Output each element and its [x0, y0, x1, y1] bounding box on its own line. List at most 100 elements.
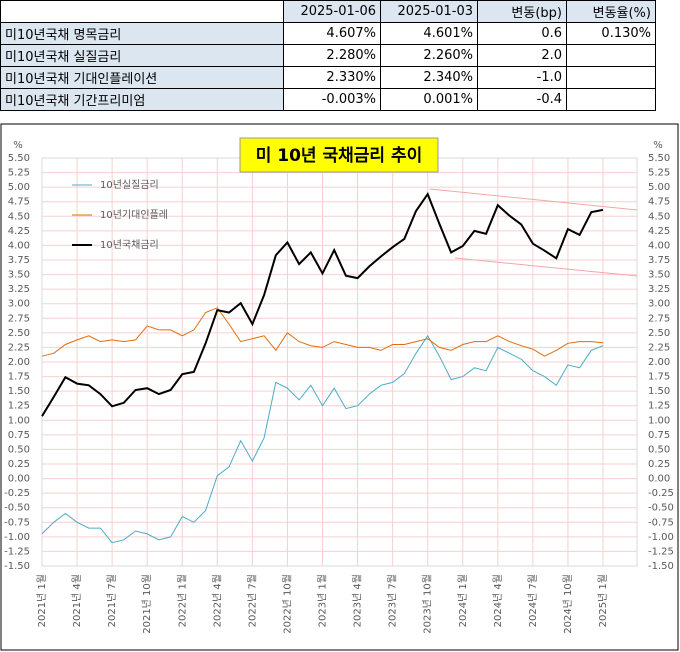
- legend-label: 10년기대인플레: [100, 209, 168, 221]
- y-tick-label: 4.50: [8, 211, 30, 222]
- y-tick-label: -0.50: [4, 503, 30, 514]
- y2-tick-label: 3.25: [648, 284, 670, 295]
- x-tick-label: 2023년 1월: [317, 574, 329, 627]
- table-row: 미10년국채 기간프리미엄 -0.003% 0.001% -0.4: [0, 88, 656, 111]
- y2-tick-label: 2.25: [648, 342, 670, 353]
- y-tick-label: 1.25: [8, 401, 30, 412]
- cell: 미10년국채 기대인플레이션: [0, 66, 284, 89]
- y2-tick-label: 3.00: [648, 299, 670, 310]
- y-tick-label: 5.50: [8, 153, 30, 164]
- cell: -0.003%: [283, 88, 381, 111]
- y2-tick-label: -1.25: [648, 546, 674, 557]
- y-tick-label: 5.00: [8, 182, 30, 193]
- y-tick-label: 0.00: [8, 474, 30, 485]
- y-tick-label: 4.75: [8, 197, 30, 208]
- chart-frame: [0, 123, 679, 651]
- x-tick-label: 2024년 10월: [562, 574, 574, 634]
- table-row: 2025-01-06 2025-01-03 변동(bp) 변동율(%): [0, 0, 656, 23]
- header-cell: 변동(bp): [477, 0, 567, 23]
- y-tick-label: 2.50: [8, 328, 30, 339]
- x-tick-label: 2021년 10월: [141, 574, 153, 634]
- y2-tick-label: 3.75: [648, 255, 670, 266]
- x-tick-label: 2021년 7월: [106, 574, 118, 627]
- y-tick-label: -0.75: [4, 517, 30, 528]
- x-tick-label: 2022년 10월: [281, 574, 293, 634]
- trend-channel: [454, 257, 638, 277]
- cell: 0.001%: [380, 88, 478, 111]
- y2-tick-label: 1.25: [648, 401, 670, 412]
- rate-table: 2025-01-06 2025-01-03 변동(bp) 변동율(%) 미10년국채 명…: [0, 0, 656, 111]
- y-tick-label: -0.25: [4, 488, 30, 499]
- y-tick-label: 0.50: [8, 444, 30, 455]
- x-tick-label: 2025년 1월: [597, 574, 609, 627]
- table-row: 미10년국채 명목금리 4.607% 4.601% 0.6 0.130%: [0, 22, 656, 45]
- y-tick-label: 4.25: [8, 226, 30, 237]
- series-line: [41, 307, 604, 357]
- x-tick-label: 2024년 7월: [527, 574, 539, 627]
- y2-tick-label: 4.75: [648, 197, 670, 208]
- y2-tick-label: 5.50: [648, 153, 670, 164]
- y-tick-label: 2.00: [8, 357, 30, 368]
- y-tick-label: -1.50: [4, 561, 30, 572]
- y-tick-label: 0.75: [8, 430, 30, 441]
- y2-tick-label: 2.00: [648, 357, 670, 368]
- x-tick-label: 2022년 1월: [176, 574, 188, 627]
- y2-tick-label: -1.50: [648, 561, 674, 572]
- y2-tick-label: 0.50: [648, 444, 670, 455]
- legend-label: 10년실질금리: [100, 179, 159, 191]
- y2-tick-label: 1.75: [648, 372, 670, 383]
- chart-title: 미 10년 국채금리 추이: [256, 146, 423, 166]
- cell: 미10년국채 명목금리: [0, 22, 284, 45]
- cell: -0.4: [477, 88, 567, 111]
- cell: 미10년국채 기간프리미엄: [0, 88, 284, 111]
- y-tick-label: 1.50: [8, 386, 30, 397]
- x-tick-label: 2024년 4월: [492, 574, 504, 627]
- cell: [566, 88, 656, 111]
- y-tick-label: 3.25: [8, 284, 30, 295]
- y-tick-label: 3.75: [8, 255, 30, 266]
- y-tick-label: 2.25: [8, 342, 30, 353]
- y-tick-label: 4.00: [8, 240, 30, 251]
- y-tick-label: 0.25: [8, 459, 30, 470]
- x-tick-label: 2021년 1월: [36, 574, 48, 627]
- x-tick-label: 2022년 7월: [246, 574, 258, 627]
- y-tick-label: 3.50: [8, 270, 30, 281]
- y2-tick-label: -0.75: [648, 517, 674, 528]
- y2-tick-label: 4.50: [648, 211, 670, 222]
- cell: 2.280%: [283, 44, 381, 67]
- x-tick-label: 2023년 10월: [422, 574, 434, 634]
- y2-axis-label: %: [653, 140, 663, 151]
- y-axis-label: %: [13, 140, 23, 151]
- trend-channel: [429, 188, 638, 211]
- cell: 0.130%: [566, 22, 656, 45]
- y-tick-label: -1.00: [4, 532, 30, 543]
- y-tick-label: 5.25: [8, 168, 30, 179]
- header-cell: [0, 0, 284, 23]
- y2-tick-label: 0.25: [648, 459, 670, 470]
- cell: 4.601%: [380, 22, 478, 45]
- y2-tick-label: 1.50: [648, 386, 670, 397]
- y-tick-label: 1.75: [8, 372, 30, 383]
- cell: 2.330%: [283, 66, 381, 89]
- y2-tick-label: -1.00: [648, 532, 674, 543]
- y2-tick-label: 4.25: [648, 226, 670, 237]
- y2-tick-label: 0.75: [648, 430, 670, 441]
- title-box: [239, 137, 439, 173]
- header-cell: 2025-01-06: [283, 0, 381, 23]
- series-line: [41, 191, 604, 417]
- x-tick-label: 2023년 7월: [387, 574, 399, 627]
- y2-tick-label: 1.00: [648, 415, 670, 426]
- y2-tick-label: 5.25: [648, 168, 670, 179]
- y2-tick-label: 5.00: [648, 182, 670, 193]
- y2-tick-label: -0.25: [648, 488, 674, 499]
- x-tick-label: 2024년 1월: [457, 574, 469, 627]
- y2-tick-label: 4.00: [648, 240, 670, 251]
- cell: 4.607%: [283, 22, 381, 45]
- series-line: [41, 334, 604, 544]
- y-tick-label: 2.75: [8, 313, 30, 324]
- y2-tick-label: 2.75: [648, 313, 670, 324]
- cell: 미10년국채 실질금리: [0, 44, 284, 67]
- legend-label: 10년국채금리: [100, 239, 159, 251]
